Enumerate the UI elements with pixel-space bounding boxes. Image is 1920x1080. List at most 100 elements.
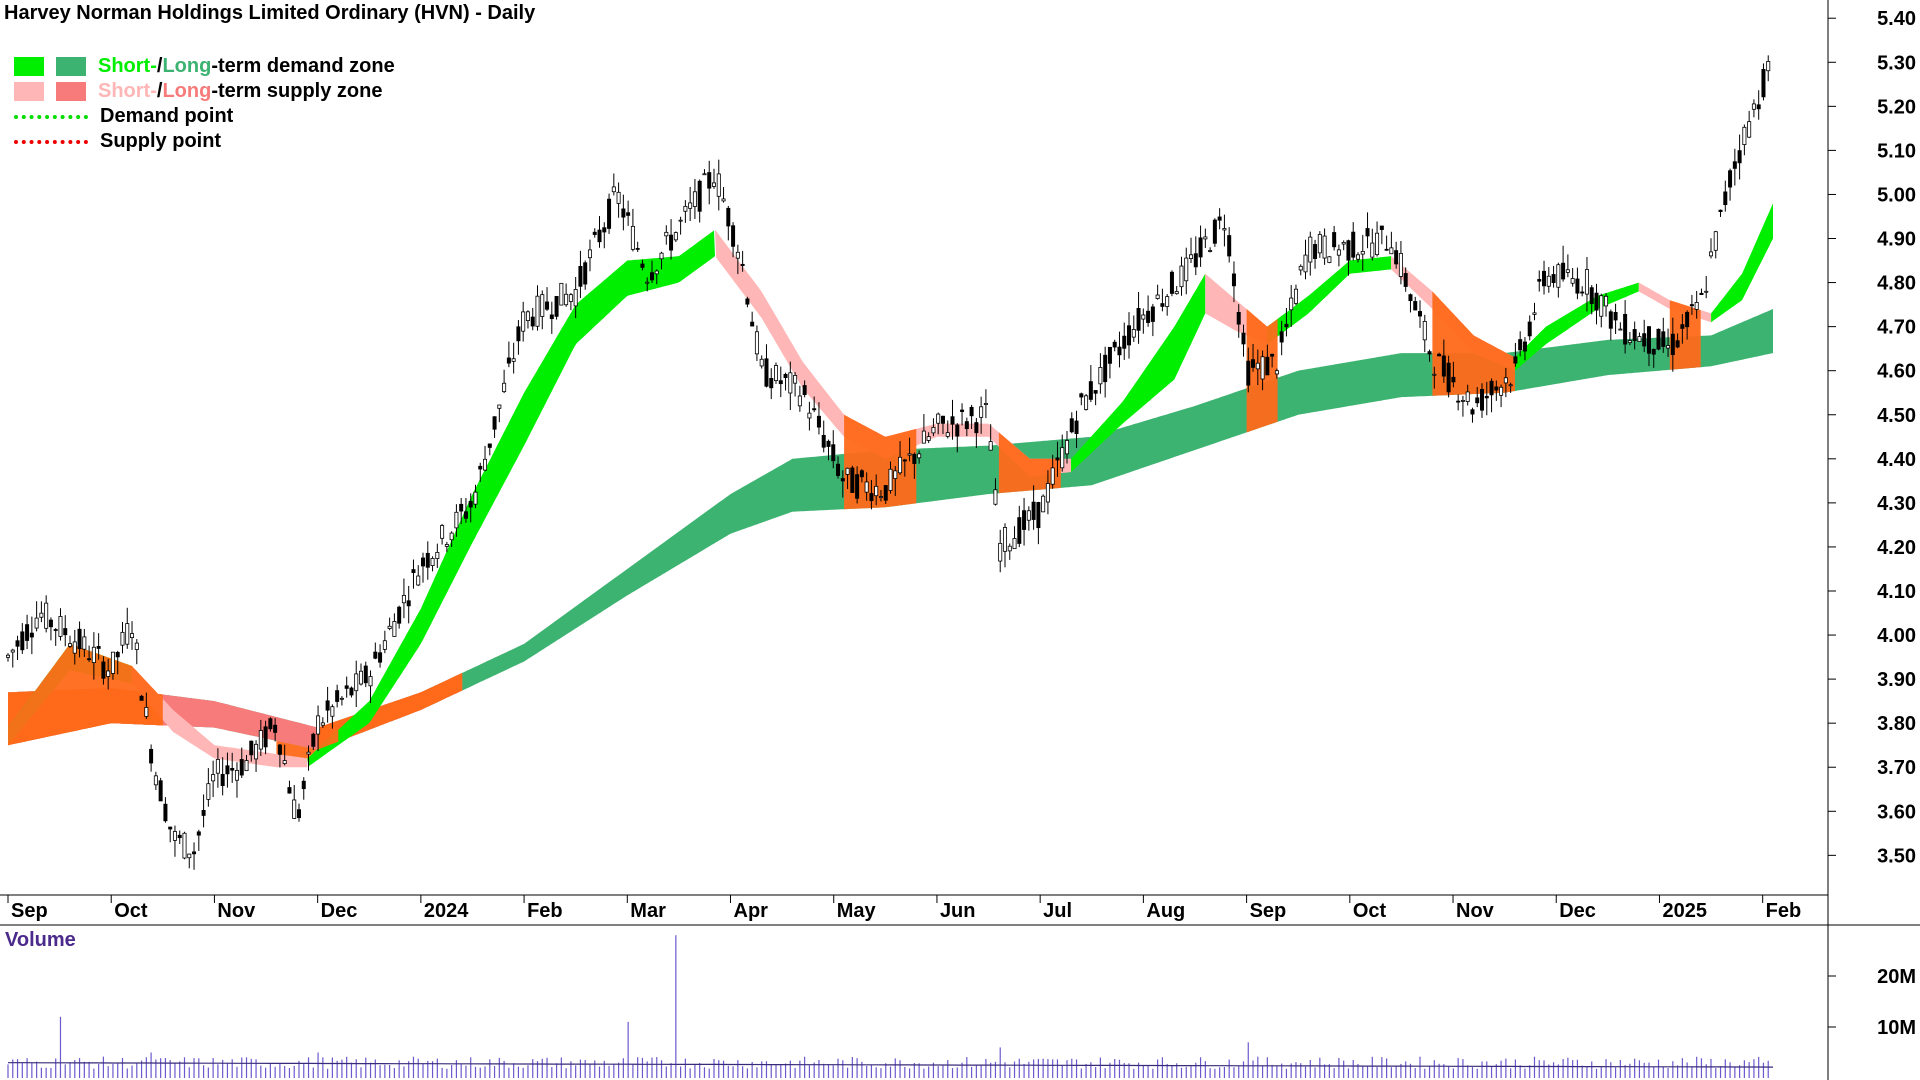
candle-body [1365, 228, 1370, 237]
candle [34, 601, 39, 632]
short-term-band-segment [307, 230, 715, 767]
candle-body [1670, 333, 1675, 356]
candle-body [707, 172, 712, 189]
candle [1742, 124, 1747, 156]
candle [1088, 365, 1093, 403]
candle [1031, 485, 1036, 530]
candle-body [1336, 249, 1341, 256]
candle-body [344, 685, 349, 689]
candle-body [578, 265, 583, 287]
candle-body [406, 600, 411, 607]
candle-body [850, 467, 855, 493]
candle [1408, 293, 1413, 313]
candle [960, 403, 965, 426]
candle-body [1131, 329, 1136, 338]
candle [440, 523, 445, 545]
candle [1246, 347, 1251, 393]
candle-body [988, 441, 993, 451]
candle [974, 417, 979, 448]
candle-body [931, 426, 936, 434]
candle-body [1575, 278, 1580, 294]
candle [1365, 212, 1370, 249]
candle-body [53, 629, 58, 631]
candle-body [1270, 353, 1275, 357]
candle [1270, 353, 1275, 368]
candle-body [473, 491, 478, 505]
candle [1289, 285, 1294, 327]
legend-short-supply-text: Short- [98, 80, 157, 102]
candle [516, 320, 521, 355]
candle [688, 186, 693, 222]
candle [1022, 497, 1027, 546]
candle-body [1561, 262, 1566, 280]
candle-body [34, 617, 39, 629]
candle-body [1570, 278, 1575, 284]
candle-body [1389, 247, 1394, 255]
candle-body [1589, 287, 1594, 305]
candle-body [1198, 237, 1203, 258]
candle-body [1418, 311, 1423, 317]
candle-body [630, 225, 635, 250]
candle [29, 616, 34, 655]
legend-long-supply-text: Long [162, 80, 212, 102]
candle-body [1656, 328, 1661, 350]
candle-body [964, 421, 969, 430]
candle-body [1542, 270, 1547, 287]
candle-body [688, 202, 693, 209]
candle-body [602, 227, 607, 233]
candle-body [1036, 502, 1041, 529]
candle [1527, 315, 1532, 341]
candle-body [1136, 308, 1141, 331]
candle [1189, 237, 1194, 263]
candle-body [120, 631, 125, 646]
candle [864, 472, 869, 501]
candle [363, 661, 368, 688]
candle [1379, 225, 1384, 245]
candle [106, 658, 111, 690]
month-tick-label: Jul [1043, 900, 1072, 922]
candle [1141, 308, 1146, 334]
candle [1704, 275, 1709, 299]
candle [616, 182, 621, 218]
candle-body [807, 412, 812, 419]
candle-body [163, 803, 168, 822]
candle [1432, 366, 1437, 389]
candle-body [1251, 359, 1256, 368]
candle [1604, 293, 1609, 317]
candle-body [583, 262, 588, 285]
candle [1179, 256, 1184, 296]
candle-body [1112, 341, 1117, 348]
candle [1251, 343, 1256, 372]
candle [611, 173, 616, 196]
candle-body [1212, 219, 1217, 244]
candle-body [258, 730, 263, 750]
candle-body [115, 651, 120, 658]
candle-body [425, 552, 430, 568]
candle [907, 437, 912, 462]
candle [1446, 355, 1451, 398]
candle [1041, 494, 1046, 513]
candle-body [998, 542, 1003, 562]
candle-body [917, 453, 922, 459]
candle [673, 231, 678, 243]
candle-body [1146, 310, 1151, 323]
candle-body [1675, 340, 1680, 348]
candle [797, 385, 802, 412]
candle-body [783, 374, 788, 379]
candle [1227, 227, 1232, 263]
candle-body [745, 298, 750, 305]
active-supply-zone [1432, 291, 1515, 396]
candle-body [421, 557, 426, 567]
candle [568, 293, 573, 311]
candle-body [1074, 420, 1079, 434]
candle [716, 159, 721, 211]
candle-body [1713, 231, 1718, 251]
candle [1184, 247, 1189, 295]
candle-body [459, 503, 464, 512]
candle-body [1680, 324, 1685, 329]
candle [597, 216, 602, 248]
candle [225, 752, 230, 788]
candle [587, 239, 592, 272]
candle [1675, 333, 1680, 349]
candle [1680, 314, 1685, 344]
